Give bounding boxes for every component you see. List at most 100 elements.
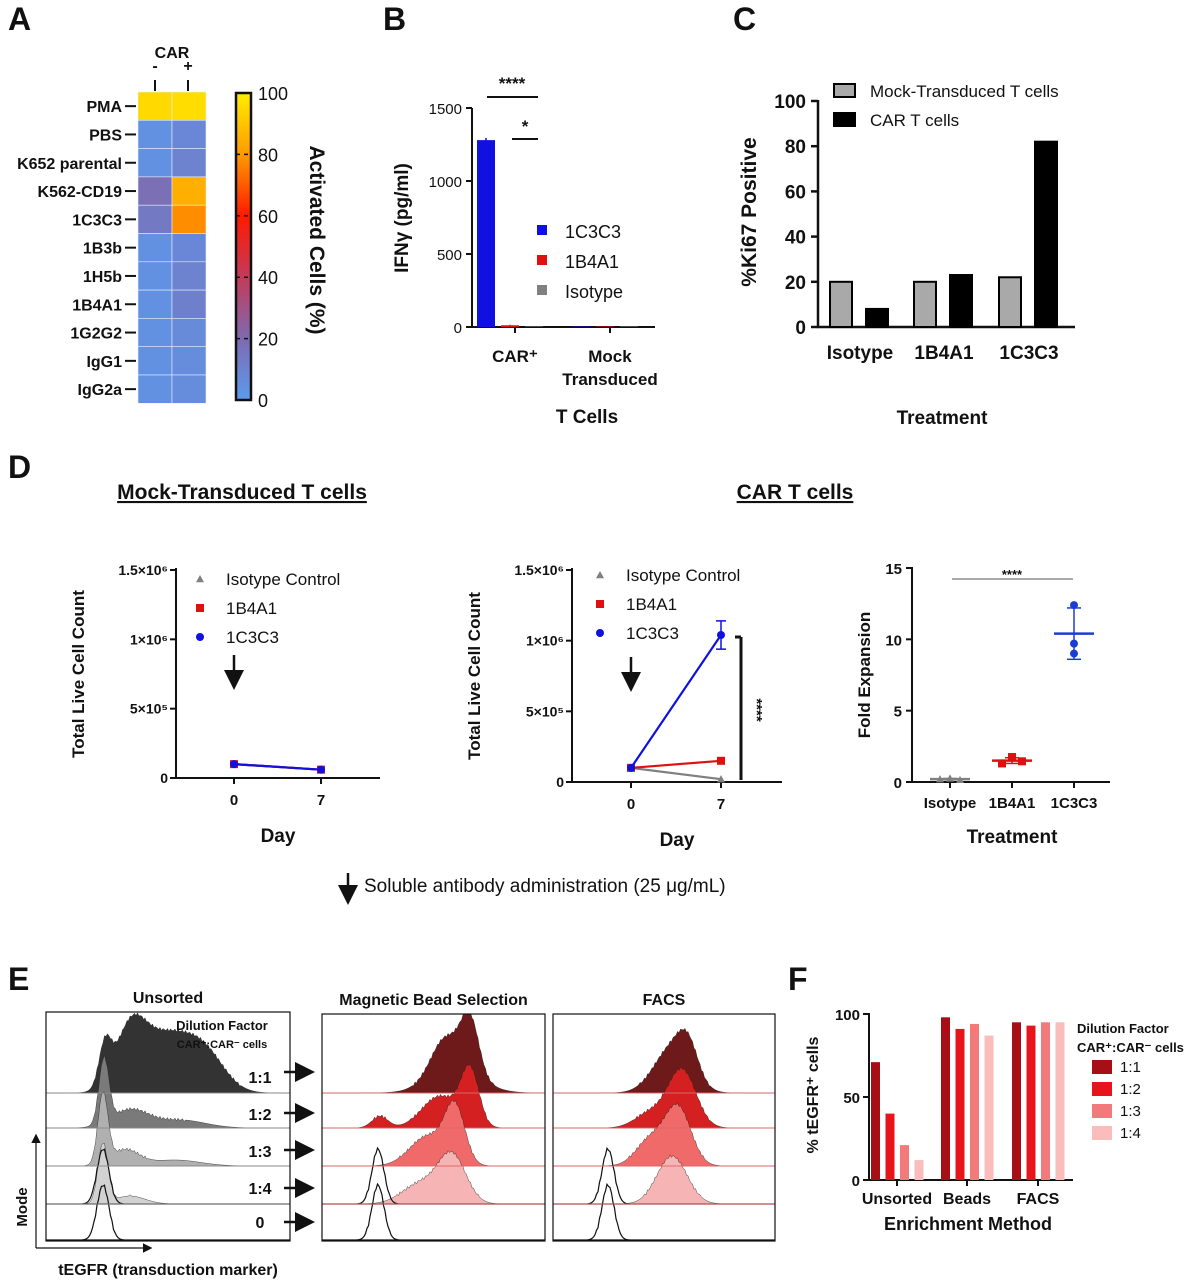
panel-label: E bbox=[8, 961, 29, 997]
panel-label: D bbox=[8, 449, 31, 485]
heatmap-cell bbox=[171, 261, 207, 291]
significance-label: **** bbox=[499, 74, 526, 93]
y-tick-label: 0 bbox=[556, 774, 564, 790]
histogram-group bbox=[322, 1014, 545, 1241]
x-tick-label: 1B4A1 bbox=[989, 795, 1036, 812]
lane-label: 1:2 bbox=[248, 1107, 271, 1124]
data-point bbox=[717, 631, 725, 640]
legend-swatch bbox=[537, 225, 547, 235]
y-tick-label: 1.5×10⁶ bbox=[514, 562, 564, 578]
colorbar bbox=[234, 91, 253, 402]
legend-title: CAR⁺:CAR⁻ cells bbox=[1077, 1040, 1184, 1055]
heatmap-column-label: - bbox=[152, 58, 157, 75]
legend-label: 1B4A1 bbox=[565, 252, 619, 272]
lane-label: 1:3 bbox=[248, 1144, 271, 1161]
bar bbox=[984, 1035, 994, 1180]
y-tick-label: 20 bbox=[785, 273, 806, 294]
lane-label: 1:1 bbox=[248, 1070, 271, 1087]
heatmap-cell bbox=[137, 261, 173, 291]
x-tick-label: Mock bbox=[588, 347, 632, 366]
legend-label: Isotype Control bbox=[226, 570, 340, 589]
legend-label: 1:2 bbox=[1120, 1081, 1141, 1098]
panel-label: B bbox=[383, 1, 406, 37]
legend-title: CAR⁺:CAR⁻ cells bbox=[177, 1039, 267, 1051]
y-axis-title: Fold Expansion bbox=[855, 612, 874, 739]
legend-label: CAR T cells bbox=[870, 111, 959, 130]
heatmap-cell bbox=[137, 346, 173, 376]
heatmap-cell bbox=[137, 318, 173, 347]
y-tick-label: 1000 bbox=[429, 174, 462, 191]
heatmap-cell bbox=[171, 148, 207, 178]
bar bbox=[477, 140, 495, 327]
series-line bbox=[630, 759, 722, 769]
heatmap-cell bbox=[137, 148, 173, 178]
bar bbox=[572, 326, 590, 327]
bar bbox=[955, 1028, 965, 1180]
heatmap-row-label: K562-CD19 bbox=[38, 184, 123, 201]
x-axis-title: Treatment bbox=[967, 827, 1058, 848]
y-tick-label: 50 bbox=[843, 1090, 860, 1107]
x-tick-label: Unsorted bbox=[862, 1191, 932, 1208]
histogram-group-title: FACS bbox=[643, 992, 686, 1009]
data-point bbox=[717, 775, 725, 783]
data-point bbox=[230, 760, 238, 769]
heatmap-cell bbox=[137, 204, 173, 234]
significance-label: **** bbox=[1002, 567, 1023, 582]
legend-label: 1C3C3 bbox=[226, 628, 279, 647]
lane-label: 1:4 bbox=[248, 1181, 271, 1198]
x-tick-label: Beads bbox=[943, 1191, 991, 1208]
legend-label: 1C3C3 bbox=[565, 222, 621, 242]
heatmap-cell bbox=[171, 289, 207, 319]
legend-swatch bbox=[537, 285, 547, 295]
legend-label: 1:3 bbox=[1120, 1103, 1141, 1120]
heatmap-row-label: 1B3b bbox=[83, 241, 122, 258]
significance-label: **** bbox=[748, 698, 765, 722]
bar bbox=[970, 1023, 979, 1180]
legend-marker bbox=[196, 604, 204, 612]
significance-label: * bbox=[522, 117, 529, 136]
legend-swatch bbox=[1092, 1082, 1112, 1096]
x-tick-label: Transduced bbox=[562, 370, 657, 389]
x-axis-title: Day bbox=[261, 826, 296, 847]
x-axis-title: Treatment bbox=[897, 408, 988, 429]
x-tick-label: Isotype bbox=[924, 795, 977, 812]
y-tick-label: 1×10⁶ bbox=[526, 633, 564, 649]
bar bbox=[1055, 1022, 1065, 1180]
histogram-group-title: Unsorted bbox=[133, 990, 203, 1007]
data-point bbox=[956, 775, 964, 784]
bar bbox=[620, 326, 638, 327]
y-tick-label: 40 bbox=[785, 228, 806, 249]
bar bbox=[829, 280, 853, 328]
bar bbox=[1012, 1022, 1021, 1180]
legend-marker bbox=[196, 575, 204, 583]
data-point bbox=[1070, 649, 1078, 658]
y-tick-label: 100 bbox=[835, 1007, 860, 1024]
data-point bbox=[627, 763, 635, 772]
legend-marker bbox=[596, 600, 604, 608]
legend-label: 1:4 bbox=[1120, 1125, 1141, 1142]
x-tick-label: 7 bbox=[317, 792, 325, 809]
y-tick-label: 1×10⁶ bbox=[130, 631, 168, 647]
panel-label: A bbox=[8, 1, 31, 37]
x-tick-label: Isotype bbox=[827, 343, 894, 364]
y-tick-label: 5×10⁵ bbox=[130, 701, 168, 717]
legend-label: 1:1 bbox=[1120, 1059, 1141, 1076]
bar bbox=[949, 274, 973, 328]
y-axis-title: %Ki67 Positive bbox=[738, 137, 761, 286]
section-title: Mock-Transduced T cells bbox=[117, 481, 367, 504]
legend-swatch bbox=[1092, 1104, 1112, 1118]
y-tick-label: 0 bbox=[795, 318, 806, 339]
heatmap-cell bbox=[171, 91, 207, 121]
bar bbox=[885, 1113, 895, 1180]
y-tick-label: 5×10⁵ bbox=[526, 703, 564, 719]
x-tick-label: 1B4A1 bbox=[914, 343, 974, 364]
bar bbox=[1026, 1025, 1036, 1180]
x-tick-label: FACS bbox=[1017, 1191, 1060, 1208]
bar bbox=[1034, 140, 1058, 328]
legend-swatch bbox=[833, 83, 856, 98]
heatmap-cell bbox=[137, 120, 173, 149]
legend-swatch bbox=[1092, 1126, 1112, 1140]
histogram-group bbox=[553, 1028, 775, 1241]
y-tick-label: 5 bbox=[894, 704, 902, 721]
data-point bbox=[936, 775, 944, 783]
